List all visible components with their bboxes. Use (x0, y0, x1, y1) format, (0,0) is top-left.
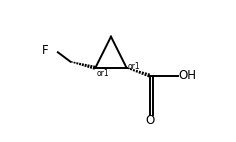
Text: or1: or1 (127, 62, 140, 71)
Text: OH: OH (178, 69, 196, 82)
Text: O: O (145, 114, 155, 127)
Text: F: F (42, 44, 48, 57)
Text: or1: or1 (96, 69, 109, 78)
